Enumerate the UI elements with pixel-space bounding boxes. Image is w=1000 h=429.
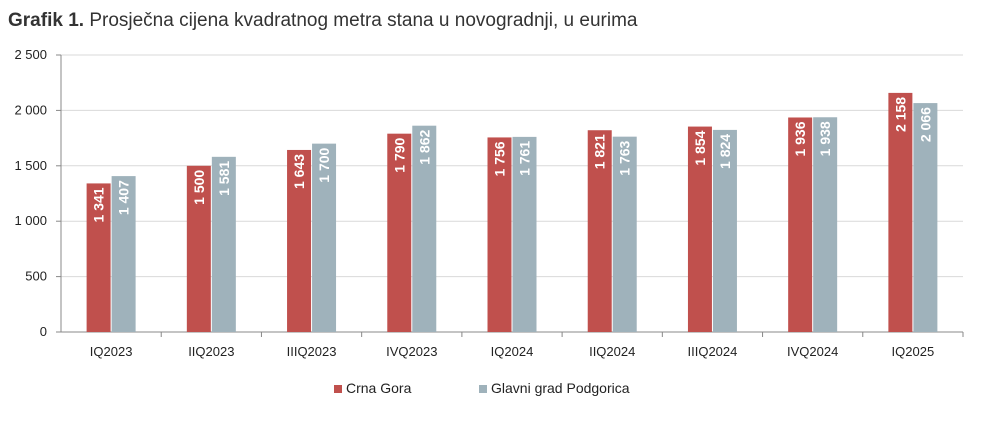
data-label: 1 756 xyxy=(492,141,508,176)
bar xyxy=(888,92,913,332)
chart-title: Grafik 1. Prosječna cijena kvadratnog me… xyxy=(8,10,637,32)
bar xyxy=(712,129,737,332)
data-label: 1 790 xyxy=(391,137,407,172)
data-label: 1 700 xyxy=(316,147,332,182)
legend-swatch xyxy=(479,385,487,393)
x-tick-label: IQ2023 xyxy=(90,344,133,359)
data-label: 1 938 xyxy=(817,121,833,156)
data-label: 1 643 xyxy=(291,154,307,189)
bar xyxy=(186,165,211,332)
data-label: 2 066 xyxy=(917,107,933,142)
bar xyxy=(788,117,813,332)
y-tick-label: 1 000 xyxy=(14,213,47,228)
bar xyxy=(111,176,136,332)
bar xyxy=(312,143,337,332)
bar xyxy=(211,156,236,332)
data-label: 1 761 xyxy=(517,141,533,176)
chart-title-text: Prosječna cijena kvadratnog metra stana … xyxy=(89,10,638,31)
bar xyxy=(512,136,537,332)
y-tick-label: 1 500 xyxy=(14,158,47,173)
bar xyxy=(587,130,612,332)
x-tick-label: IIQ2023 xyxy=(188,344,234,359)
y-tick-label: 2 000 xyxy=(14,102,47,117)
chart-title-prefix: Grafik 1. xyxy=(8,10,85,31)
bar xyxy=(412,125,437,332)
bar xyxy=(287,149,312,332)
data-label: 1 821 xyxy=(592,134,608,169)
x-tick-label: IQ2025 xyxy=(892,344,935,359)
bar xyxy=(86,183,111,332)
data-label: 1 854 xyxy=(692,130,708,165)
legend-label: Crna Gora xyxy=(346,380,412,396)
data-label: 1 936 xyxy=(792,121,808,156)
data-label: 1 763 xyxy=(617,140,633,175)
data-label: 2 158 xyxy=(892,97,908,132)
data-label: 1 407 xyxy=(116,180,132,215)
bar xyxy=(813,117,838,333)
x-tick-label: IIIQ2023 xyxy=(287,344,337,359)
bar xyxy=(687,126,712,332)
data-label: 1 341 xyxy=(91,187,107,222)
data-label: 1 824 xyxy=(717,134,733,169)
legend-label: Glavni grad Podgorica xyxy=(491,380,630,396)
bar xyxy=(387,133,412,332)
x-tick-label: IIIQ2024 xyxy=(688,344,738,359)
data-label: 1 862 xyxy=(416,129,432,164)
bar xyxy=(487,137,512,332)
bar xyxy=(913,103,938,333)
bar xyxy=(612,136,637,332)
y-tick-label: 500 xyxy=(25,269,47,284)
x-tick-label: IVQ2024 xyxy=(787,344,838,359)
y-tick-label: 2 500 xyxy=(14,47,47,62)
y-tick-label: 0 xyxy=(40,324,47,339)
legend-swatch xyxy=(334,385,342,393)
x-tick-label: IQ2024 xyxy=(491,344,534,359)
data-label: 1 500 xyxy=(191,170,207,205)
x-tick-label: IVQ2023 xyxy=(386,344,437,359)
data-label: 1 581 xyxy=(216,161,232,196)
x-tick-label: IIQ2024 xyxy=(589,344,635,359)
